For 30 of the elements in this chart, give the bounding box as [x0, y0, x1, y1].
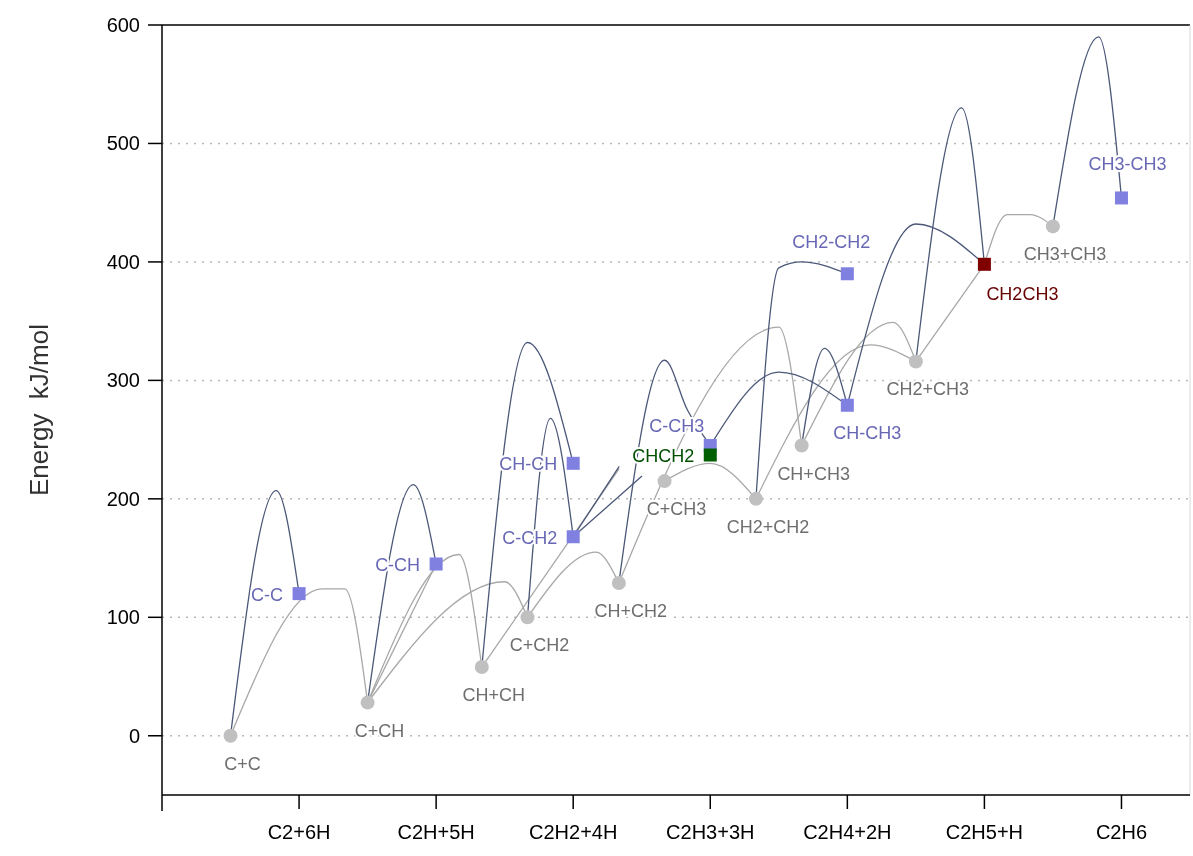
data-label: CH+CH3 — [777, 463, 850, 484]
data-label: CH+CH — [462, 685, 526, 706]
data-label: C+CH3 — [646, 499, 707, 520]
data-label: CH+CH2 — [594, 600, 668, 621]
y-tick-label: 200 — [106, 487, 140, 510]
x-tick-label: C2H4+2H — [803, 821, 892, 843]
y-tick-label: 600 — [106, 14, 140, 36]
y-tick-label: 500 — [106, 132, 140, 155]
x-tick-label: C2H5+H — [945, 821, 1024, 843]
data-label: C-C — [251, 584, 284, 605]
data-label: CH2-CH2 — [792, 231, 871, 252]
y-axis-title: Energy kJ/mol — [24, 324, 54, 496]
y-tick-label: 400 — [106, 250, 140, 273]
data-label: CH2CH3 — [986, 284, 1059, 305]
x-tick-label: C2H2+4H — [529, 821, 618, 843]
x-tick-label: C2H+5H — [397, 821, 475, 843]
data-label: C+CH — [354, 720, 405, 741]
y-tick-label: 300 — [106, 369, 140, 392]
x-tick-label: C2H3+3H — [666, 821, 755, 843]
data-label: CHCH2 — [632, 446, 695, 467]
data-label: CH2+CH3 — [886, 379, 970, 400]
data-label: CH3+CH3 — [1023, 244, 1107, 265]
data-label: C+C — [224, 753, 261, 774]
data-label: C+CH2 — [509, 635, 570, 656]
x-tick-label: C2H6 — [1095, 821, 1148, 843]
data-label: CH2+CH2 — [726, 516, 810, 537]
data-label: CH-CH3 — [833, 423, 902, 444]
x-tick-label: C2+6H — [267, 821, 331, 843]
y-tick-label: 100 — [106, 606, 140, 629]
y-tick-label: 0 — [128, 724, 140, 747]
